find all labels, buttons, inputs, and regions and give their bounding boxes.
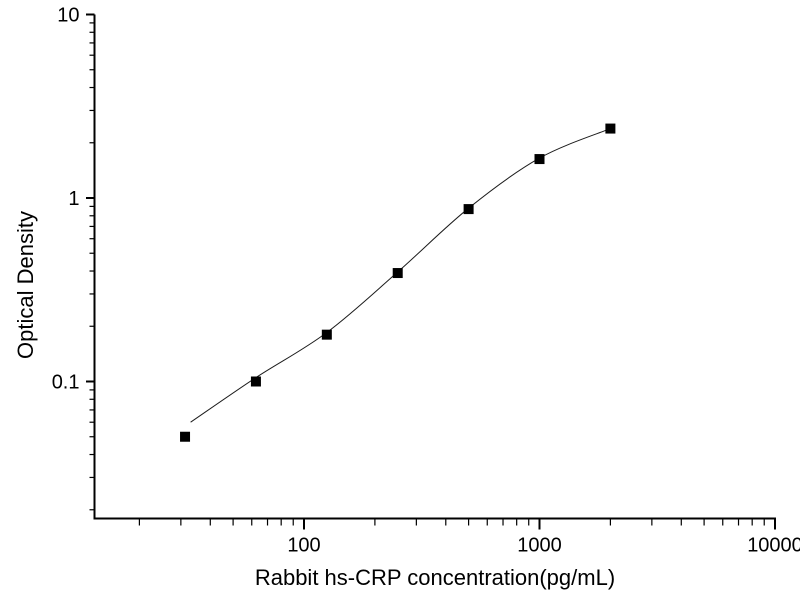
data-point-marker <box>392 268 403 279</box>
data-point-marker <box>463 204 474 215</box>
data-point-marker <box>180 431 191 442</box>
data-point-marker <box>250 376 261 387</box>
x-tick-label: 100 <box>287 535 320 557</box>
y-tick-label: 10 <box>57 5 79 27</box>
x-axis-label: Rabbit hs-CRP concentration(pg/mL) <box>254 565 616 590</box>
data-point-marker <box>321 329 332 340</box>
data-point-marker <box>605 123 616 134</box>
x-tick-label: 1000 <box>517 535 562 557</box>
y-tick-label: 0.1 <box>52 372 80 394</box>
y-axis-label: Optical Density <box>13 211 38 359</box>
data-point-marker <box>534 154 545 165</box>
x-tick-label: 10000 <box>747 535 800 557</box>
y-tick-label: 1 <box>68 188 79 210</box>
